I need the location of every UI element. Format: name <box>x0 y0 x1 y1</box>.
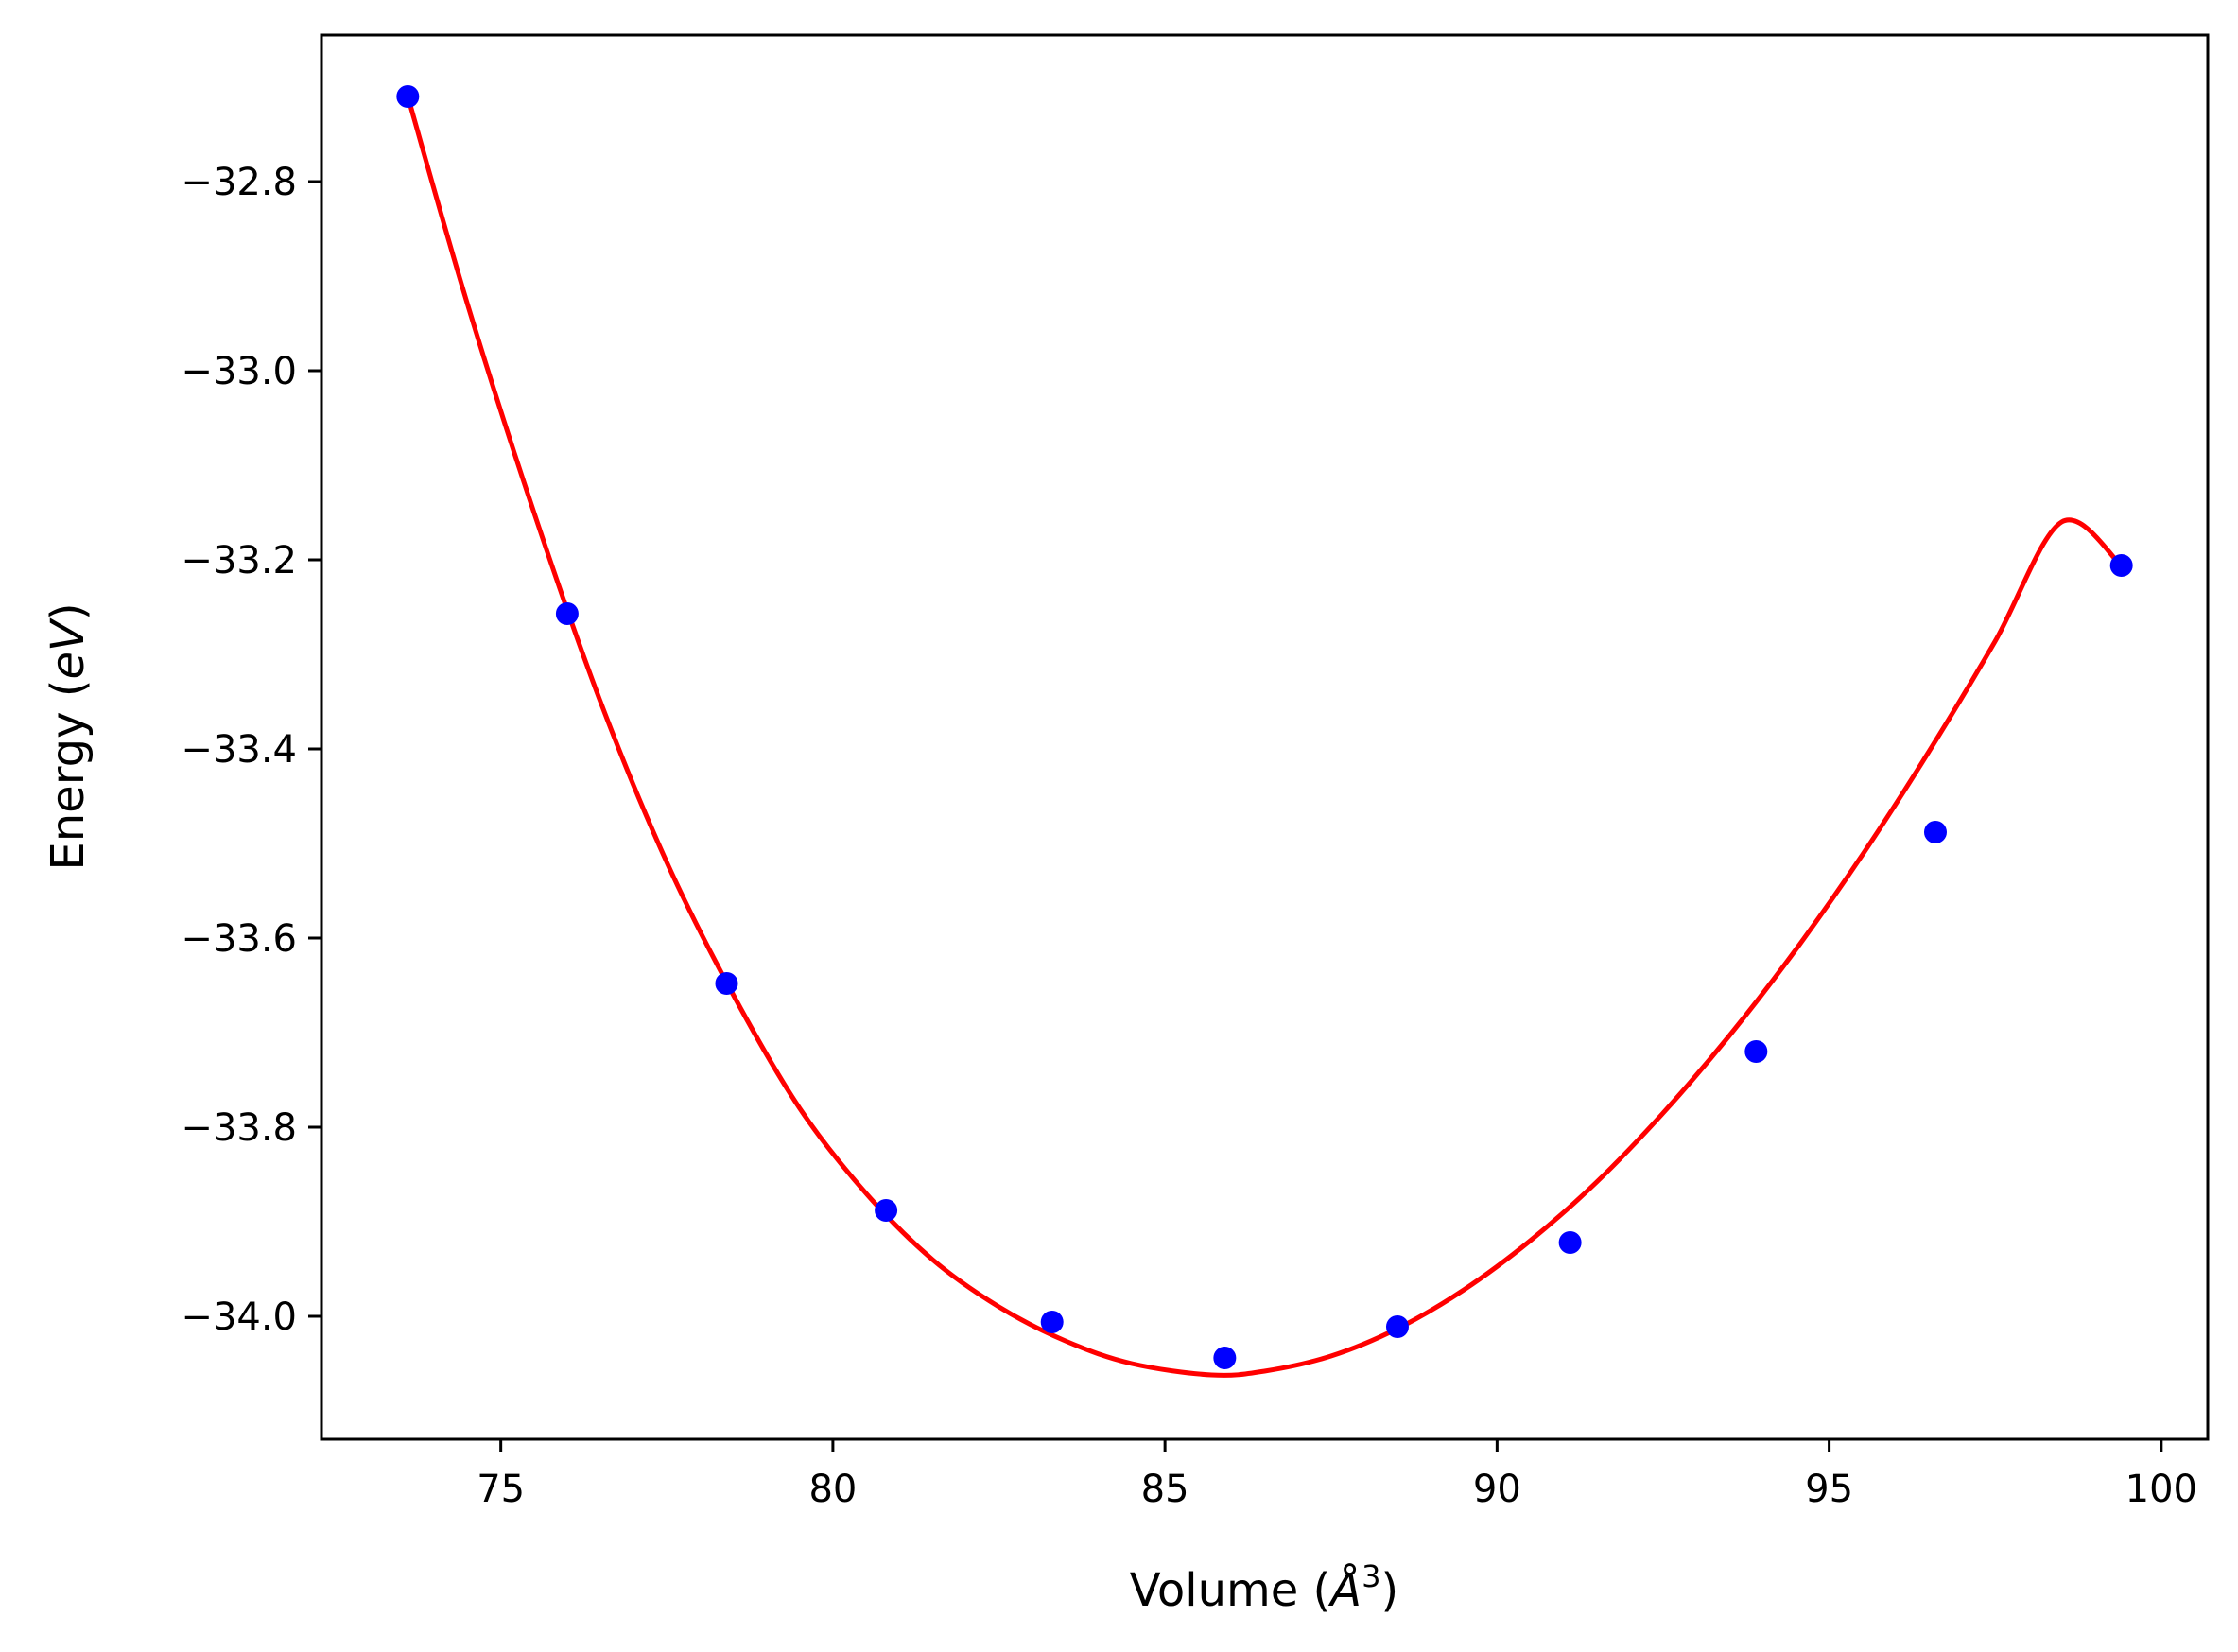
y-tick-label: −33.0 <box>181 350 297 393</box>
y-axis-ticks: −32.8 −33.0 −33.2 −33.4 −33.6 −33.8 −34.0 <box>181 161 321 1339</box>
y-tick-label: −33.4 <box>181 728 297 772</box>
data-point <box>1385 1315 1409 1338</box>
data-point <box>2109 554 2133 577</box>
fit-curve-layer <box>405 94 2125 1378</box>
y-tick-label: −32.8 <box>181 161 297 204</box>
x-tick-label: 100 <box>2125 1468 2197 1511</box>
data-point <box>1744 1040 1768 1063</box>
data-point <box>1040 1311 1064 1333</box>
y-tick-label: −33.6 <box>181 917 297 961</box>
x-tick-label: 80 <box>808 1468 857 1511</box>
y-tick-label: −33.2 <box>181 539 297 583</box>
x-tick-label: 95 <box>1805 1468 1853 1511</box>
data-points-layer <box>396 85 2133 1369</box>
data-point <box>1213 1347 1237 1369</box>
plot-frame <box>320 33 2210 1441</box>
y-tick-label: −33.8 <box>181 1106 297 1150</box>
data-point <box>715 972 738 995</box>
data-point <box>555 602 579 625</box>
data-point <box>396 85 420 108</box>
x-axis-ticks: 75 80 85 90 95 100 <box>477 1439 2197 1511</box>
data-point <box>1923 821 1947 843</box>
y-tick-label: −34.0 <box>181 1296 297 1339</box>
x-axis-label: Volume (Å3) <box>1130 1558 1398 1617</box>
x-tick-label: 85 <box>1141 1468 1189 1511</box>
fit-curve <box>405 94 2125 1378</box>
x-tick-label: 90 <box>1473 1468 1521 1511</box>
data-point <box>875 1199 898 1222</box>
data-point <box>1558 1231 1582 1254</box>
y-axis-label: Energy (eV) <box>42 602 95 870</box>
x-tick-label: 75 <box>477 1468 525 1511</box>
